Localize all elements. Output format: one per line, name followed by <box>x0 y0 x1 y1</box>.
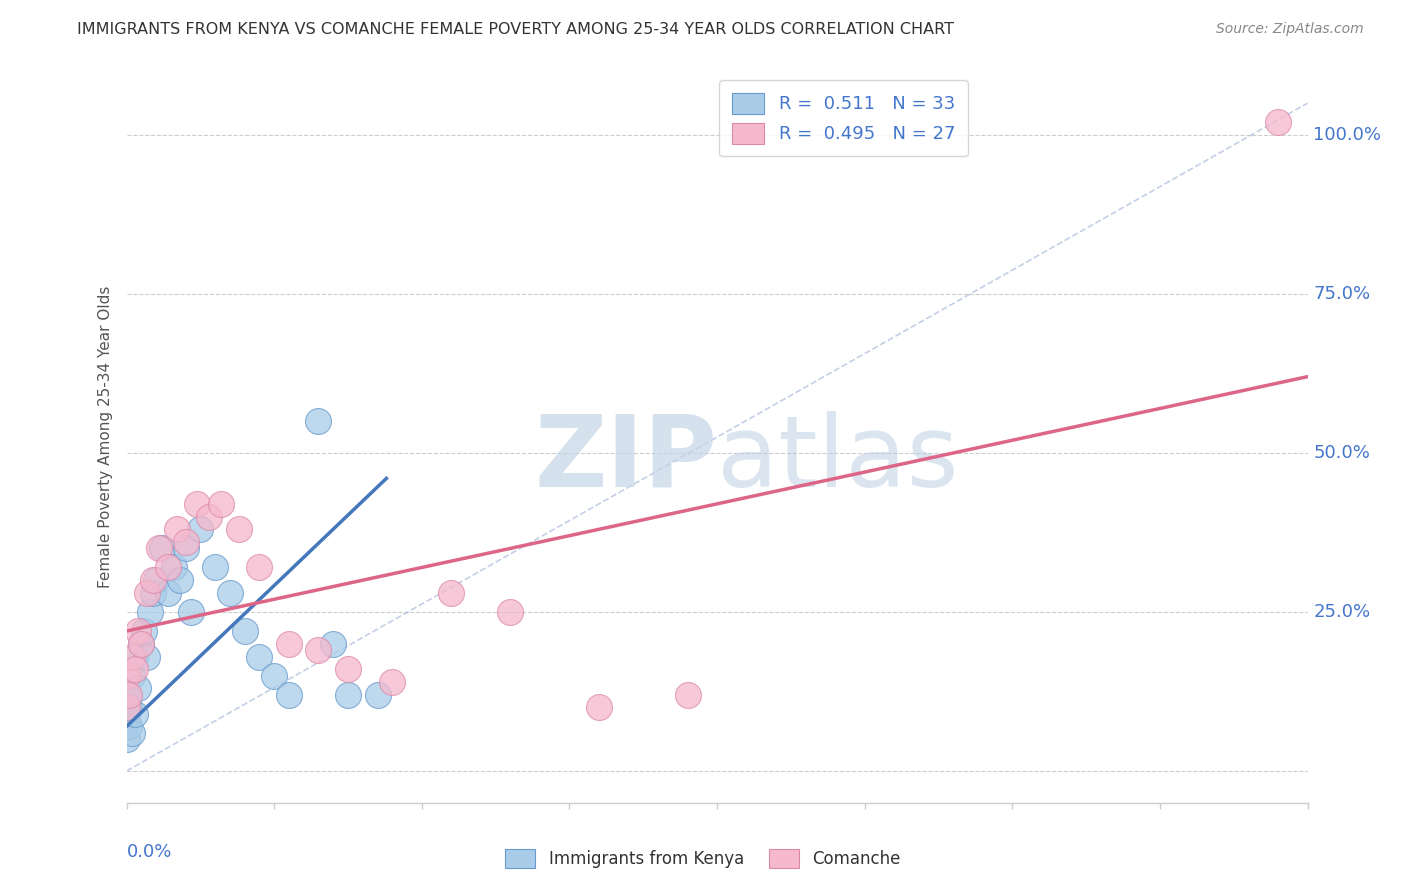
Point <box>204 560 226 574</box>
Point <box>209 497 232 511</box>
Point <box>115 732 138 747</box>
Point <box>142 586 165 600</box>
Point <box>381 675 404 690</box>
Point <box>233 624 256 638</box>
Point <box>156 560 179 574</box>
Point <box>134 624 156 638</box>
Point <box>337 688 360 702</box>
Text: Source: ZipAtlas.com: Source: ZipAtlas.com <box>1216 22 1364 37</box>
Point <box>148 541 170 556</box>
Point <box>308 643 330 657</box>
Point <box>118 719 141 733</box>
Point <box>166 522 188 536</box>
Legend: Immigrants from Kenya, Comanche: Immigrants from Kenya, Comanche <box>499 842 907 875</box>
Point <box>278 688 301 702</box>
Point <box>198 509 221 524</box>
Point <box>278 637 301 651</box>
Point <box>136 586 159 600</box>
Text: 50.0%: 50.0% <box>1313 444 1371 462</box>
Point <box>127 624 149 638</box>
Point <box>124 662 146 676</box>
Point <box>169 573 191 587</box>
Text: 0.0%: 0.0% <box>127 843 172 861</box>
Y-axis label: Female Poverty Among 25-34 Year Olds: Female Poverty Among 25-34 Year Olds <box>98 286 114 588</box>
Text: 25.0%: 25.0% <box>1313 603 1371 621</box>
Point <box>124 649 146 664</box>
Point <box>124 706 146 721</box>
Point <box>308 414 330 428</box>
Point <box>1267 115 1289 129</box>
Point <box>139 605 162 619</box>
Point <box>115 688 138 702</box>
Point <box>163 560 186 574</box>
Point <box>115 668 138 682</box>
Point <box>129 637 153 651</box>
Point <box>121 668 143 682</box>
Text: ZIP: ZIP <box>534 410 717 508</box>
Point <box>249 649 271 664</box>
Point <box>118 700 141 714</box>
Point <box>150 541 173 556</box>
Point <box>228 522 250 536</box>
Point <box>115 700 138 714</box>
Point <box>115 713 138 727</box>
Point <box>337 662 360 676</box>
Point <box>174 541 197 556</box>
Point <box>588 700 610 714</box>
Point <box>180 605 202 619</box>
Text: 75.0%: 75.0% <box>1313 285 1371 303</box>
Text: 100.0%: 100.0% <box>1313 126 1382 144</box>
Point <box>156 586 179 600</box>
Point <box>440 586 463 600</box>
Point <box>118 688 141 702</box>
Point <box>121 726 143 740</box>
Point <box>186 497 208 511</box>
Point <box>676 688 699 702</box>
Point <box>499 605 522 619</box>
Point <box>129 637 153 651</box>
Point <box>174 535 197 549</box>
Point <box>322 637 344 651</box>
Text: IMMIGRANTS FROM KENYA VS COMANCHE FEMALE POVERTY AMONG 25-34 YEAR OLDS CORRELATI: IMMIGRANTS FROM KENYA VS COMANCHE FEMALE… <box>77 22 955 37</box>
Point <box>263 668 285 682</box>
Point <box>219 586 242 600</box>
Point <box>145 573 167 587</box>
Point <box>367 688 389 702</box>
Legend: R =  0.511   N = 33, R =  0.495   N = 27: R = 0.511 N = 33, R = 0.495 N = 27 <box>718 80 967 156</box>
Point <box>127 681 149 696</box>
Point <box>188 522 212 536</box>
Point <box>142 573 165 587</box>
Text: atlas: atlas <box>717 410 959 508</box>
Point <box>249 560 271 574</box>
Point <box>121 649 143 664</box>
Point <box>136 649 159 664</box>
